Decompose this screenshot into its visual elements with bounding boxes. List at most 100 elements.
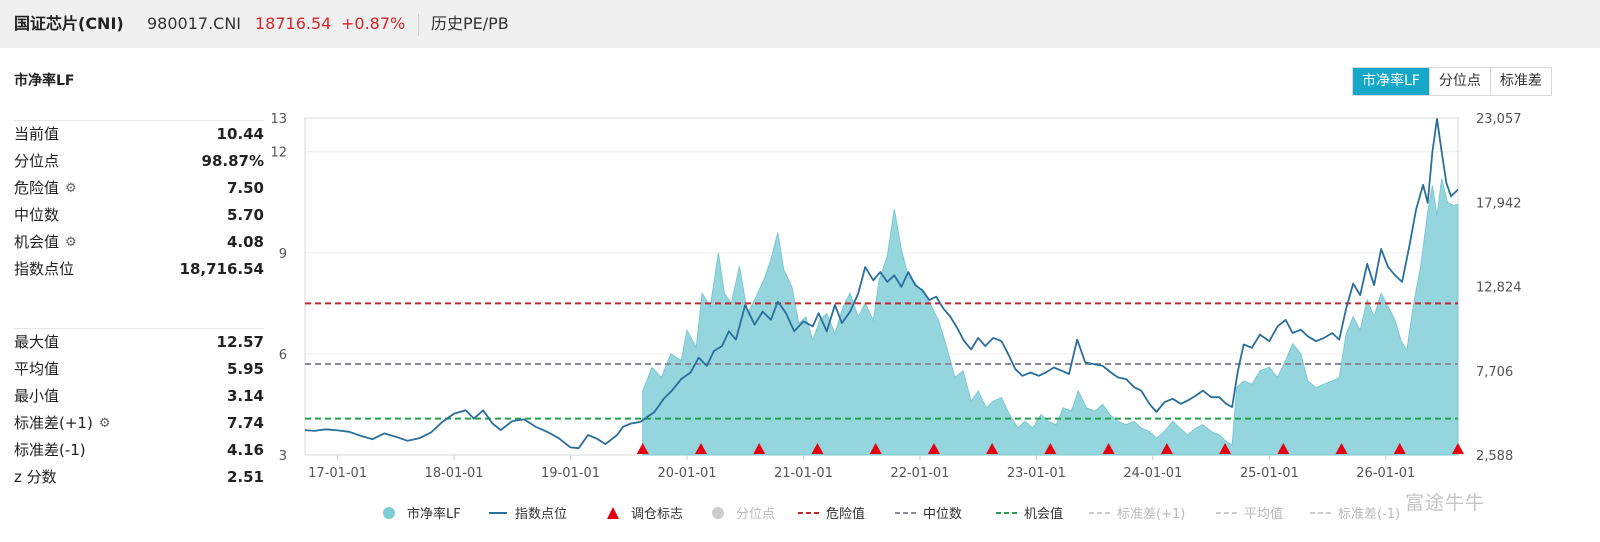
rebalance-marker — [1452, 443, 1464, 454]
x-tick: 18-01-01 — [425, 466, 484, 481]
stat-label-text: 危险值 — [14, 179, 60, 197]
stat-row: 指数点位 18,716.54 — [14, 256, 264, 283]
y-left-tick: 9 — [279, 247, 287, 262]
stat-label: 最大值 — [14, 329, 59, 356]
pb-chart: 3 6 9 12 13 2,588 7,706 12,824 17,942 23,057 17-01… — [270, 112, 1522, 522]
stat-value: 12.57 — [216, 333, 264, 351]
x-tick: 24-01-01 — [1123, 466, 1182, 481]
rebalance-marker — [1335, 443, 1348, 454]
legend-swatch — [712, 507, 724, 519]
stat-label: 分位点 — [14, 148, 59, 175]
section-title: 市净率LF — [14, 73, 75, 89]
index-name: 国证芯片(CNI) — [14, 14, 124, 33]
watermark: 富途牛牛 — [1405, 492, 1486, 514]
stat-label-text: 平均值 — [14, 360, 60, 378]
gear-icon[interactable]: ⚙ — [98, 416, 111, 431]
stat-row: 中位数 5.70 — [14, 202, 264, 229]
stat-value: 5.95 — [226, 360, 264, 378]
y-right-tick: 7,706 — [1476, 365, 1513, 380]
stat-row: 平均值 5.95 — [14, 356, 264, 383]
header-bar: 国证芯片(CNI) 980017.CNI 18716.54 +0.87% 历史P… — [0, 0, 1600, 48]
legend-label: 指数点位 — [515, 507, 567, 522]
rebalance-marker — [1393, 443, 1406, 454]
y-right-tick: 17,942 — [1476, 196, 1522, 211]
legend-label: 危险值 — [826, 506, 865, 522]
index-line — [304, 118, 1459, 450]
stat-label-text: z 分数 — [14, 468, 57, 486]
stat-row: 最大值 12.57 — [14, 329, 264, 356]
rebalance-marker — [1219, 443, 1232, 454]
legend-label: 分位点 — [736, 507, 775, 522]
stat-value: 7.50 — [226, 179, 264, 197]
legend-label: 标准差(+1) — [1117, 507, 1185, 522]
y-right-tick: 2,588 — [1476, 449, 1513, 464]
stat-row: 标准差(-1) 4.16 — [14, 437, 264, 464]
legend-label: 机会值 — [1024, 506, 1063, 522]
index-change: +0.87% — [341, 14, 406, 33]
legend-swatch — [607, 507, 619, 519]
index-price: 18716.54 — [255, 14, 332, 33]
stat-value: 4.08 — [226, 233, 264, 251]
rebalance-marker — [869, 443, 882, 454]
stat-label: 中位数 — [14, 202, 59, 229]
stat-row: z 分数 2.51 — [14, 464, 264, 491]
stat-value: 5.70 — [226, 206, 264, 224]
stats-current: 当前值 10.44 分位点 98.87% 危险值 ⚙ 7.50 中位数 5.70 机会值 ⚙ 4.08… — [14, 120, 264, 283]
stat-value: 3.14 — [226, 387, 264, 405]
rebalance-marker — [694, 443, 707, 454]
stat-row: 机会值 ⚙ 4.08 — [14, 229, 264, 256]
history-pe-pb-link[interactable]: 历史PE/PB — [431, 14, 509, 33]
x-tick: 17-01-01 — [308, 466, 367, 481]
stat-value: 98.87% — [201, 152, 264, 170]
x-tick: 22-01-01 — [890, 466, 949, 481]
stat-value: 2.51 — [226, 468, 264, 486]
stat-label: 标准差(-1) — [14, 437, 86, 464]
rebalance-marker — [927, 443, 940, 454]
y-right-tick: 23,057 — [1476, 112, 1522, 127]
legend-swatch — [383, 507, 395, 519]
tab-1[interactable]: 分位点 — [1428, 68, 1490, 95]
y-left-tick: 6 — [279, 348, 287, 363]
y-right-tick: 12,824 — [1476, 281, 1522, 296]
rebalance-marker — [753, 443, 766, 454]
tab-0[interactable]: 市净率LF — [1353, 68, 1429, 95]
stat-label-text: 机会值 — [14, 233, 60, 251]
stat-label-text: 中位数 — [14, 206, 60, 224]
x-tick: 25-01-01 — [1240, 466, 1299, 481]
y-left-tick: 13 — [270, 112, 287, 127]
gear-icon[interactable]: ⚙ — [65, 235, 77, 250]
stat-label: 当前值 — [14, 121, 59, 148]
pb-area — [642, 178, 1459, 456]
stat-label: 平均值 — [14, 356, 59, 383]
stat-row: 最小值 3.14 — [14, 383, 264, 410]
x-tick: 23-01-01 — [1007, 466, 1066, 481]
x-tick: 26-01-01 — [1356, 466, 1415, 481]
legend-label: 市净率LF — [407, 506, 461, 522]
legend-label: 中位数 — [923, 507, 962, 522]
stat-label-text: 最大值 — [14, 333, 60, 351]
stat-row: 标准差(+1) ⚙ 7.74 — [14, 410, 264, 437]
stat-label-text: 最小值 — [14, 387, 60, 405]
legend-label: 调仓标志 — [631, 507, 683, 522]
header-divider — [418, 14, 419, 36]
stat-row: 危险值 ⚙ 7.50 — [14, 175, 264, 202]
stat-label-text: 分位点 — [14, 152, 60, 170]
tab-2[interactable]: 标准差 — [1489, 68, 1551, 95]
rebalance-marker — [1277, 443, 1290, 454]
rebalance-marker — [636, 443, 649, 454]
stat-label: 机会值 ⚙ — [14, 229, 77, 256]
x-tick: 21-01-01 — [774, 466, 833, 481]
stat-row: 分位点 98.87% — [14, 148, 264, 175]
stat-label: 危险值 ⚙ — [14, 175, 77, 202]
x-tick: 20-01-01 — [657, 466, 716, 481]
metric-tabs: 市净率LF 分位点 标准差 — [1352, 67, 1552, 96]
stat-value: 7.74 — [226, 414, 264, 432]
x-tick: 19-01-01 — [541, 466, 600, 481]
stat-label-text: 标准差(+1) — [14, 414, 93, 432]
stat-value: 10.44 — [216, 125, 264, 143]
gear-icon[interactable]: ⚙ — [65, 181, 77, 196]
stat-label-text: 指数点位 — [14, 260, 75, 278]
y-left-tick: 3 — [279, 449, 287, 464]
rebalance-marker — [1102, 443, 1115, 454]
stat-value: 18,716.54 — [179, 260, 264, 278]
